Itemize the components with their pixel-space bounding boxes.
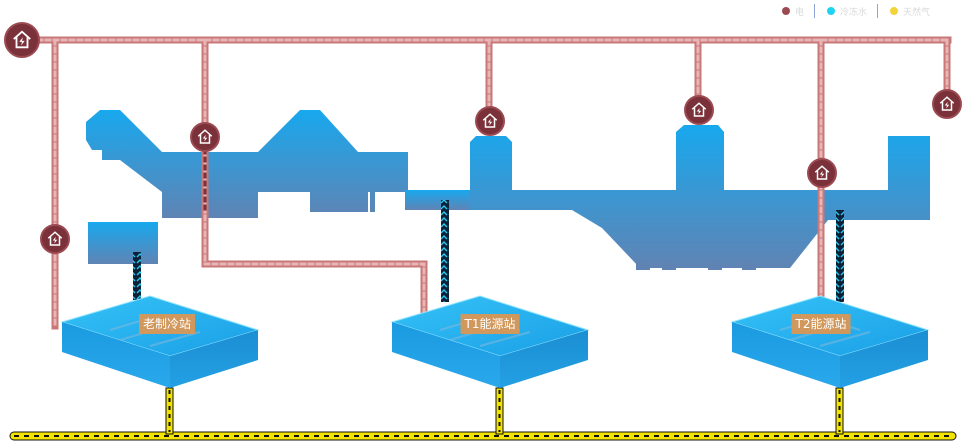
gas-dot bbox=[890, 7, 899, 15]
legend-divider bbox=[877, 4, 879, 18]
gas-legend[interactable]: 天然气 bbox=[890, 5, 930, 18]
water-legend[interactable]: 冷冻水 bbox=[827, 5, 867, 18]
legend-label: 电 bbox=[795, 7, 805, 18]
house-lightning-icon[interactable] bbox=[4, 22, 40, 58]
water-pipes bbox=[133, 200, 844, 302]
building-west-wing bbox=[86, 110, 408, 218]
house-lightning-icon bbox=[691, 102, 707, 117]
power-lines bbox=[34, 36, 952, 330]
house-lightning-icon bbox=[939, 96, 955, 111]
building-main-hall bbox=[470, 125, 930, 268]
house-lightning-icon bbox=[197, 129, 213, 144]
house-lightning-icon bbox=[47, 231, 63, 246]
house-lightning-icon bbox=[814, 165, 830, 180]
house-lightning-icon[interactable] bbox=[475, 106, 505, 136]
building-connector bbox=[405, 190, 473, 210]
building-complex bbox=[86, 110, 930, 270]
gas-pipeline bbox=[9, 387, 957, 441]
house-lightning-icon[interactable] bbox=[40, 224, 70, 254]
house-lightning-icon[interactable] bbox=[932, 89, 962, 119]
house-lightning-icon bbox=[13, 30, 31, 49]
station-t2[interactable] bbox=[730, 295, 930, 388]
water-dot bbox=[827, 7, 836, 15]
station-label-t2[interactable]: T2能源站 bbox=[791, 314, 851, 334]
legend-divider bbox=[814, 4, 816, 18]
station-label-t1[interactable]: T1能源站 bbox=[460, 314, 520, 334]
legend-label: 天然气 bbox=[903, 7, 931, 18]
house-lightning-icon bbox=[482, 113, 498, 128]
station-label-old-chiller[interactable]: 老制冷站 bbox=[138, 314, 196, 334]
station-old-chiller[interactable] bbox=[60, 295, 260, 388]
building-small bbox=[88, 222, 158, 264]
house-lightning-icon[interactable] bbox=[807, 158, 837, 188]
legend-label: 冷冻水 bbox=[840, 7, 868, 18]
legend: 电 冷冻水 天然气 bbox=[782, 4, 940, 18]
electricity-dot bbox=[782, 7, 790, 15]
house-lightning-icon[interactable] bbox=[684, 95, 714, 125]
house-lightning-icon[interactable] bbox=[190, 122, 220, 152]
electricity-legend[interactable]: 电 bbox=[782, 5, 804, 18]
